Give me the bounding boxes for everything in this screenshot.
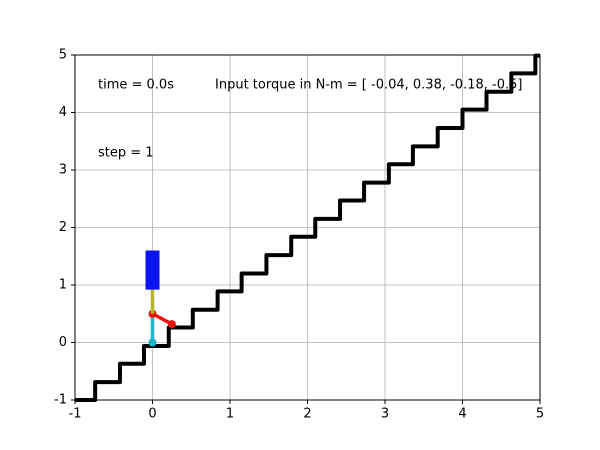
x-tick-label: 0 — [148, 407, 156, 422]
y-tick-label: 0 — [59, 335, 67, 350]
axes-frame — [74, 54, 541, 401]
y-tick-label: 1 — [59, 278, 67, 293]
y-tick-label: 5 — [59, 48, 67, 63]
y-tick-label: -1 — [54, 393, 67, 408]
annotation: time = 0.0s — [98, 78, 174, 93]
x-tick-label: -1 — [69, 407, 82, 422]
x-tick-label: 3 — [381, 407, 389, 422]
annotation: step = 1 — [98, 146, 154, 161]
annotation: Input torque in N-m = [ -0.04, 0.38, -0.… — [215, 78, 522, 93]
joint-marker — [148, 338, 157, 347]
y-tick-label: 4 — [59, 105, 67, 120]
x-tick-label: 5 — [536, 407, 544, 422]
x-tick-label: 2 — [303, 407, 311, 422]
y-tick-label: 2 — [59, 220, 67, 235]
x-tick-label: 4 — [458, 407, 466, 422]
x-tick-label: 1 — [226, 407, 234, 422]
series-line — [75, 53, 540, 402]
joint-marker — [167, 320, 176, 329]
y-tick-label: 3 — [59, 163, 67, 178]
